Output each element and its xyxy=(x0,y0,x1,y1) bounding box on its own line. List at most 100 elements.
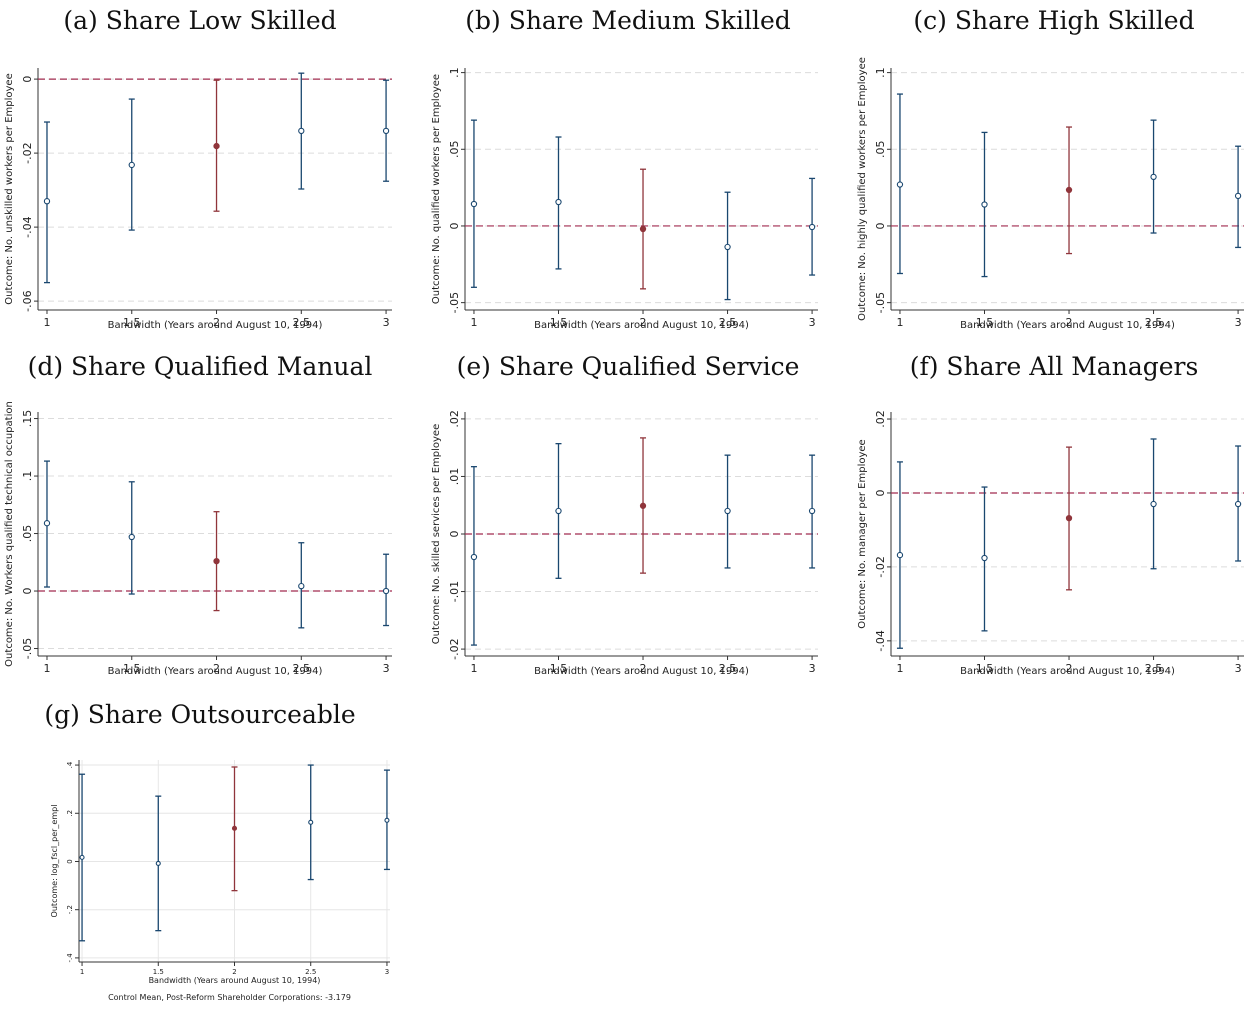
panel: (c) Share High Skilled .1 .05 0 -.05 1 1.5 2 2.5… xyxy=(857,6,1244,331)
y-tick-label: 0 xyxy=(21,588,34,595)
panel: (f) Share All Managers .02 0 -.02 -.04 1 1.5 2 2… xyxy=(857,352,1244,677)
x-tick-label: 2.5 xyxy=(719,316,737,329)
point-estimate xyxy=(896,181,904,188)
note: Control Mean, Post-Reform Shareholder Co… xyxy=(108,993,351,1002)
y-axis-label: Outcome: No. highly qualified workers pe… xyxy=(857,57,868,321)
point-estimate xyxy=(128,533,135,541)
x-axis-label: Bandwidth (Years around August 10, 1994) xyxy=(960,320,1175,331)
x-tick-label: 2.5 xyxy=(305,968,316,976)
point-estimate xyxy=(470,553,478,561)
x-tick-label: 3 xyxy=(1235,662,1242,675)
point-estimate xyxy=(808,507,816,515)
point-estimate xyxy=(555,198,562,206)
y-tick-label: .15 xyxy=(21,410,34,428)
x-tick-label: 2.5 xyxy=(1145,662,1163,675)
y-tick-label: 0 xyxy=(448,222,461,229)
y-tick-label: .05 xyxy=(448,141,461,159)
x-tick-label: 1.5 xyxy=(976,316,994,329)
y-tick-label: 0 xyxy=(874,489,887,496)
y-tick-label: -.2 xyxy=(66,905,74,914)
y-tick-label: .02 xyxy=(448,410,461,428)
y-tick-label: -.05 xyxy=(874,292,887,313)
y-tick-label: -.02 xyxy=(874,556,887,577)
point-estimate xyxy=(128,161,135,169)
y-tick-label: .4 xyxy=(66,761,74,768)
point-estimate xyxy=(43,520,51,527)
x-axis-label: Bandwidth (Years around August 10, 1994) xyxy=(108,320,323,331)
x-tick-label: 3 xyxy=(385,968,389,976)
panel-title: (c) Share High Skilled xyxy=(913,6,1194,35)
point-estimate xyxy=(213,142,220,150)
y-tick-label: -.4 xyxy=(66,953,74,963)
panel-title: (f) Share All Managers xyxy=(910,352,1199,381)
x-tick-label: 1.5 xyxy=(976,662,994,675)
y-tick-label: .02 xyxy=(874,410,887,428)
x-tick-label: 3 xyxy=(809,662,816,675)
point-estimate xyxy=(981,554,988,562)
point-estimate xyxy=(308,819,314,825)
x-tick-label: 1 xyxy=(43,662,50,675)
point-estimate xyxy=(555,507,562,515)
point-estimate xyxy=(1234,192,1242,200)
y-tick-label: .1 xyxy=(21,471,34,482)
y-tick-label: -.01 xyxy=(448,581,461,602)
x-axis-label: Bandwidth (Years around August 10, 1994) xyxy=(534,320,749,331)
x-tick-label: 1.5 xyxy=(550,662,568,675)
y-tick-label: 0 xyxy=(21,76,34,83)
x-tick-label: 1 xyxy=(80,968,84,976)
y-tick-label: -.02 xyxy=(21,142,34,163)
point-estimate xyxy=(981,201,988,208)
x-axis-label: Bandwidth (Years around August 10, 1994) xyxy=(108,666,323,677)
point-estimate xyxy=(298,582,305,590)
y-axis-label: Outcome: log_fscl_per_empl xyxy=(50,805,59,918)
point-estimate xyxy=(639,502,647,509)
y-tick-label: .01 xyxy=(448,468,461,486)
y-tick-label: -.04 xyxy=(21,216,34,237)
point-estimate xyxy=(1150,500,1157,508)
point-estimate xyxy=(470,200,478,208)
y-axis-label: Outcome: No. skilled services per Employ… xyxy=(431,424,442,645)
y-tick-label: -.04 xyxy=(874,630,887,651)
point-estimate xyxy=(724,243,731,251)
y-tick-label: .2 xyxy=(66,810,74,817)
panel-title: (b) Share Medium Skilled xyxy=(465,6,791,35)
y-tick-label: .05 xyxy=(21,525,34,543)
panel: (b) Share Medium Skilled .1 .05 0 -.05 1 1.5 2 2… xyxy=(431,6,818,331)
x-tick-label: 1 xyxy=(896,662,903,675)
x-axis-label: Bandwidth (Years around August 10, 1994) xyxy=(534,666,749,677)
x-tick-label: 2.5 xyxy=(293,316,311,329)
point-estimate xyxy=(1150,173,1157,181)
x-tick-label: 2.5 xyxy=(1145,316,1163,329)
y-tick-label: -.02 xyxy=(448,638,461,659)
x-tick-label: 3 xyxy=(809,316,816,329)
x-tick-label: 3 xyxy=(383,316,390,329)
x-tick-label: 2 xyxy=(213,316,220,329)
point-estimate xyxy=(1065,186,1073,194)
x-tick-label: 1 xyxy=(43,316,50,329)
y-axis-label: Outcome: No. qualified workers per Emplo… xyxy=(431,74,442,304)
point-estimate xyxy=(43,198,51,205)
panel-title: (e) Share Qualified Service xyxy=(457,352,800,381)
x-tick-label: 2 xyxy=(1066,662,1073,675)
panel-title: (a) Share Low Skilled xyxy=(63,6,336,35)
x-tick-label: 3 xyxy=(383,662,390,675)
panel: (a) Share Low Skilled 0 -.02 -.04 -.06 1 1.5 2 2… xyxy=(4,6,392,331)
point-estimate xyxy=(639,225,647,233)
y-tick-label: -.05 xyxy=(21,638,34,659)
y-tick-label: .1 xyxy=(874,67,887,78)
x-tick-label: 1.5 xyxy=(123,662,141,675)
point-estimate xyxy=(724,507,731,515)
point-estimate xyxy=(298,127,305,135)
x-tick-label: 1.5 xyxy=(153,968,164,976)
x-axis-label: Bandwidth (Years around August 10, 1994) xyxy=(149,976,321,985)
point-estimate xyxy=(79,854,85,860)
y-tick-label: 0 xyxy=(66,859,74,863)
x-tick-label: 2.5 xyxy=(293,662,311,675)
point-estimate xyxy=(155,860,161,866)
y-axis-label: Outcome: No. Workers qualified technical… xyxy=(4,401,15,667)
y-tick-label: -.05 xyxy=(448,292,461,313)
x-tick-label: 1 xyxy=(896,316,903,329)
point-estimate xyxy=(1065,514,1073,522)
